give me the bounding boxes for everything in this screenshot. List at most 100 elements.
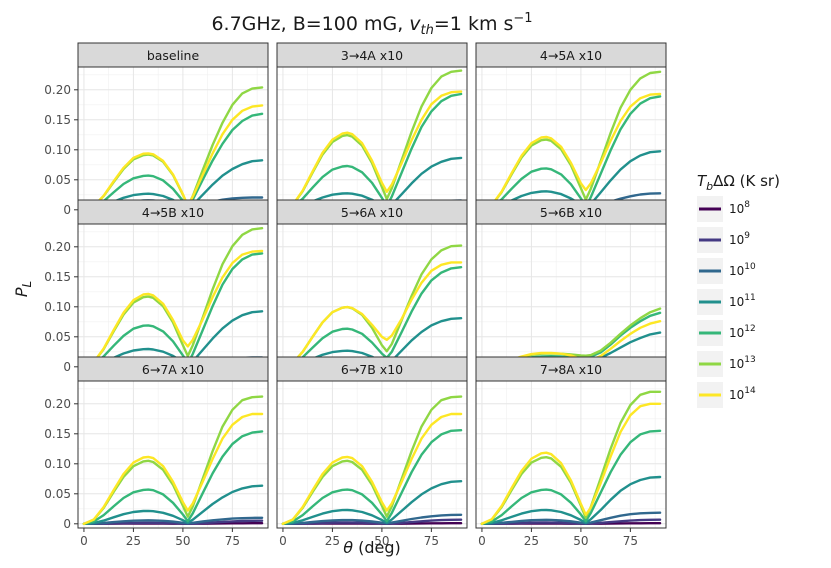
y-tick-label: 0.05: [44, 487, 71, 501]
facet-panels: baseline 0 0.05 0.10 0.15 0.20 3→4A x10 4→5A x1…: [44, 42, 667, 548]
x-tick-label: 75: [225, 534, 240, 548]
y-axis-title: PL: [12, 281, 34, 297]
facet-strip-label: 5→6A x10: [341, 205, 403, 220]
series-line: [281, 90, 463, 211]
panel-border: [276, 380, 468, 529]
y-tick-label: 0.15: [44, 113, 71, 127]
series-line: [82, 112, 264, 211]
facet-strip: [475, 42, 667, 68]
x-tick-label: 0: [478, 534, 486, 548]
x-tick-label: 25: [524, 534, 539, 548]
series-line: [82, 249, 264, 368]
series-line: [480, 475, 662, 525]
legend-label: 109: [729, 231, 750, 247]
chart-title: 6.7GHz, B=100 mG, vth=1 km s−1: [211, 11, 532, 38]
legend-label: 1010: [729, 262, 756, 278]
facet-strip-label: 6→7A x10: [142, 362, 204, 377]
facet-strip: [77, 356, 269, 382]
series-line: [281, 92, 463, 211]
facet-strip-label: 4→5B x10: [142, 205, 204, 220]
y-tick-label: 0: [63, 203, 71, 217]
y-tick-label: 0.10: [44, 300, 71, 314]
facet-panel: 6→7B x10 0 25 50 75: [276, 356, 468, 548]
x-tick-label: 0: [80, 534, 88, 548]
facet-strip-label: 5→6B x10: [540, 205, 602, 220]
y-tick-label: 0.10: [44, 457, 71, 471]
facet-panel: 5→6A x10: [276, 199, 468, 372]
series-line: [480, 518, 662, 525]
legend: TbΔΩ (K sr) 108 109 1010 1011 1012 1013 1014: [697, 172, 780, 408]
legend-label: 1013: [729, 355, 756, 371]
plot-background: [476, 381, 666, 528]
series-line: [281, 518, 463, 525]
x-tick-label: 50: [175, 534, 190, 548]
facet-strip-label: baseline: [147, 48, 200, 63]
facet-strip: [77, 199, 269, 225]
facet-panel: 5→6B x10: [475, 199, 667, 372]
x-tick-label: 25: [325, 534, 340, 548]
plot-background: [476, 67, 666, 214]
x-axis-title: θ (deg): [343, 538, 401, 557]
facet-strip-label: 4→5A x10: [540, 48, 602, 63]
series-line: [281, 412, 463, 525]
series-line: [281, 266, 463, 368]
panel-border: [475, 380, 667, 529]
x-tick-label: 0: [279, 534, 287, 548]
series-line: [82, 516, 264, 525]
plot-background: [476, 224, 666, 371]
series-line: [281, 261, 463, 368]
series-line: [82, 519, 264, 525]
plot-background: [78, 224, 268, 371]
series-line: [82, 430, 264, 525]
facet-strip: [77, 42, 269, 68]
y-tick-label: 0.15: [44, 270, 71, 284]
series-line: [281, 429, 463, 525]
facet-strip: [276, 42, 468, 68]
facet-panel: baseline 0 0.05 0.10 0.15 0.20: [44, 42, 269, 217]
x-tick-label: 75: [424, 534, 439, 548]
y-tick-label: 0.20: [44, 83, 71, 97]
series-line: [480, 429, 662, 525]
y-tick-label: 0.15: [44, 427, 71, 441]
series-line: [480, 150, 662, 211]
y-tick-label: 0.05: [44, 330, 71, 344]
facet-strip: [475, 356, 667, 382]
facet-strip: [276, 199, 468, 225]
y-tick-label: 0.05: [44, 173, 71, 187]
series-line: [281, 480, 463, 525]
y-tick-label: 0.20: [44, 397, 71, 411]
facet-panel: 7→8A x10 0 25 50 75: [475, 356, 667, 548]
x-tick-label: 50: [374, 534, 389, 548]
facet-strip-label: 6→7B x10: [341, 362, 403, 377]
facet-strip-label: 7→8A x10: [540, 362, 602, 377]
panel-border: [77, 380, 269, 529]
facet-strip-label: 3→4A x10: [341, 48, 403, 63]
legend-label: 1014: [729, 386, 756, 402]
facet-panel: 4→5A x10: [475, 42, 667, 215]
y-tick-label: 0: [63, 360, 71, 374]
series-line: [82, 484, 264, 525]
legend-label: 108: [729, 200, 750, 216]
series-line: [480, 402, 662, 525]
series-line: [480, 511, 662, 525]
series-line: [281, 513, 463, 525]
legend-title: TbΔΩ (K sr): [697, 172, 780, 193]
x-tick-label: 25: [126, 534, 141, 548]
series-line: [82, 104, 264, 211]
facet-strip: [475, 199, 667, 225]
plot-background: [277, 224, 467, 371]
x-tick-label: 75: [623, 534, 638, 548]
facet-panel: 6→7A x10 0 0.05 0.10 0.15 0.20 0 25 50 75: [44, 356, 269, 548]
x-tick-label: 50: [573, 534, 588, 548]
y-tick-label: 0: [63, 517, 71, 531]
facet-panel: 4→5B x10 0 0.05 0.10 0.15 0.20: [44, 199, 269, 374]
y-tick-label: 0.10: [44, 143, 71, 157]
facet-panel: 3→4A x10: [276, 42, 468, 215]
series-line: [82, 310, 264, 368]
series-line: [82, 252, 264, 368]
series-line: [480, 95, 662, 211]
legend-label: 1012: [729, 324, 756, 340]
legend-label: 1011: [729, 293, 756, 309]
y-tick-label: 0.20: [44, 240, 71, 254]
